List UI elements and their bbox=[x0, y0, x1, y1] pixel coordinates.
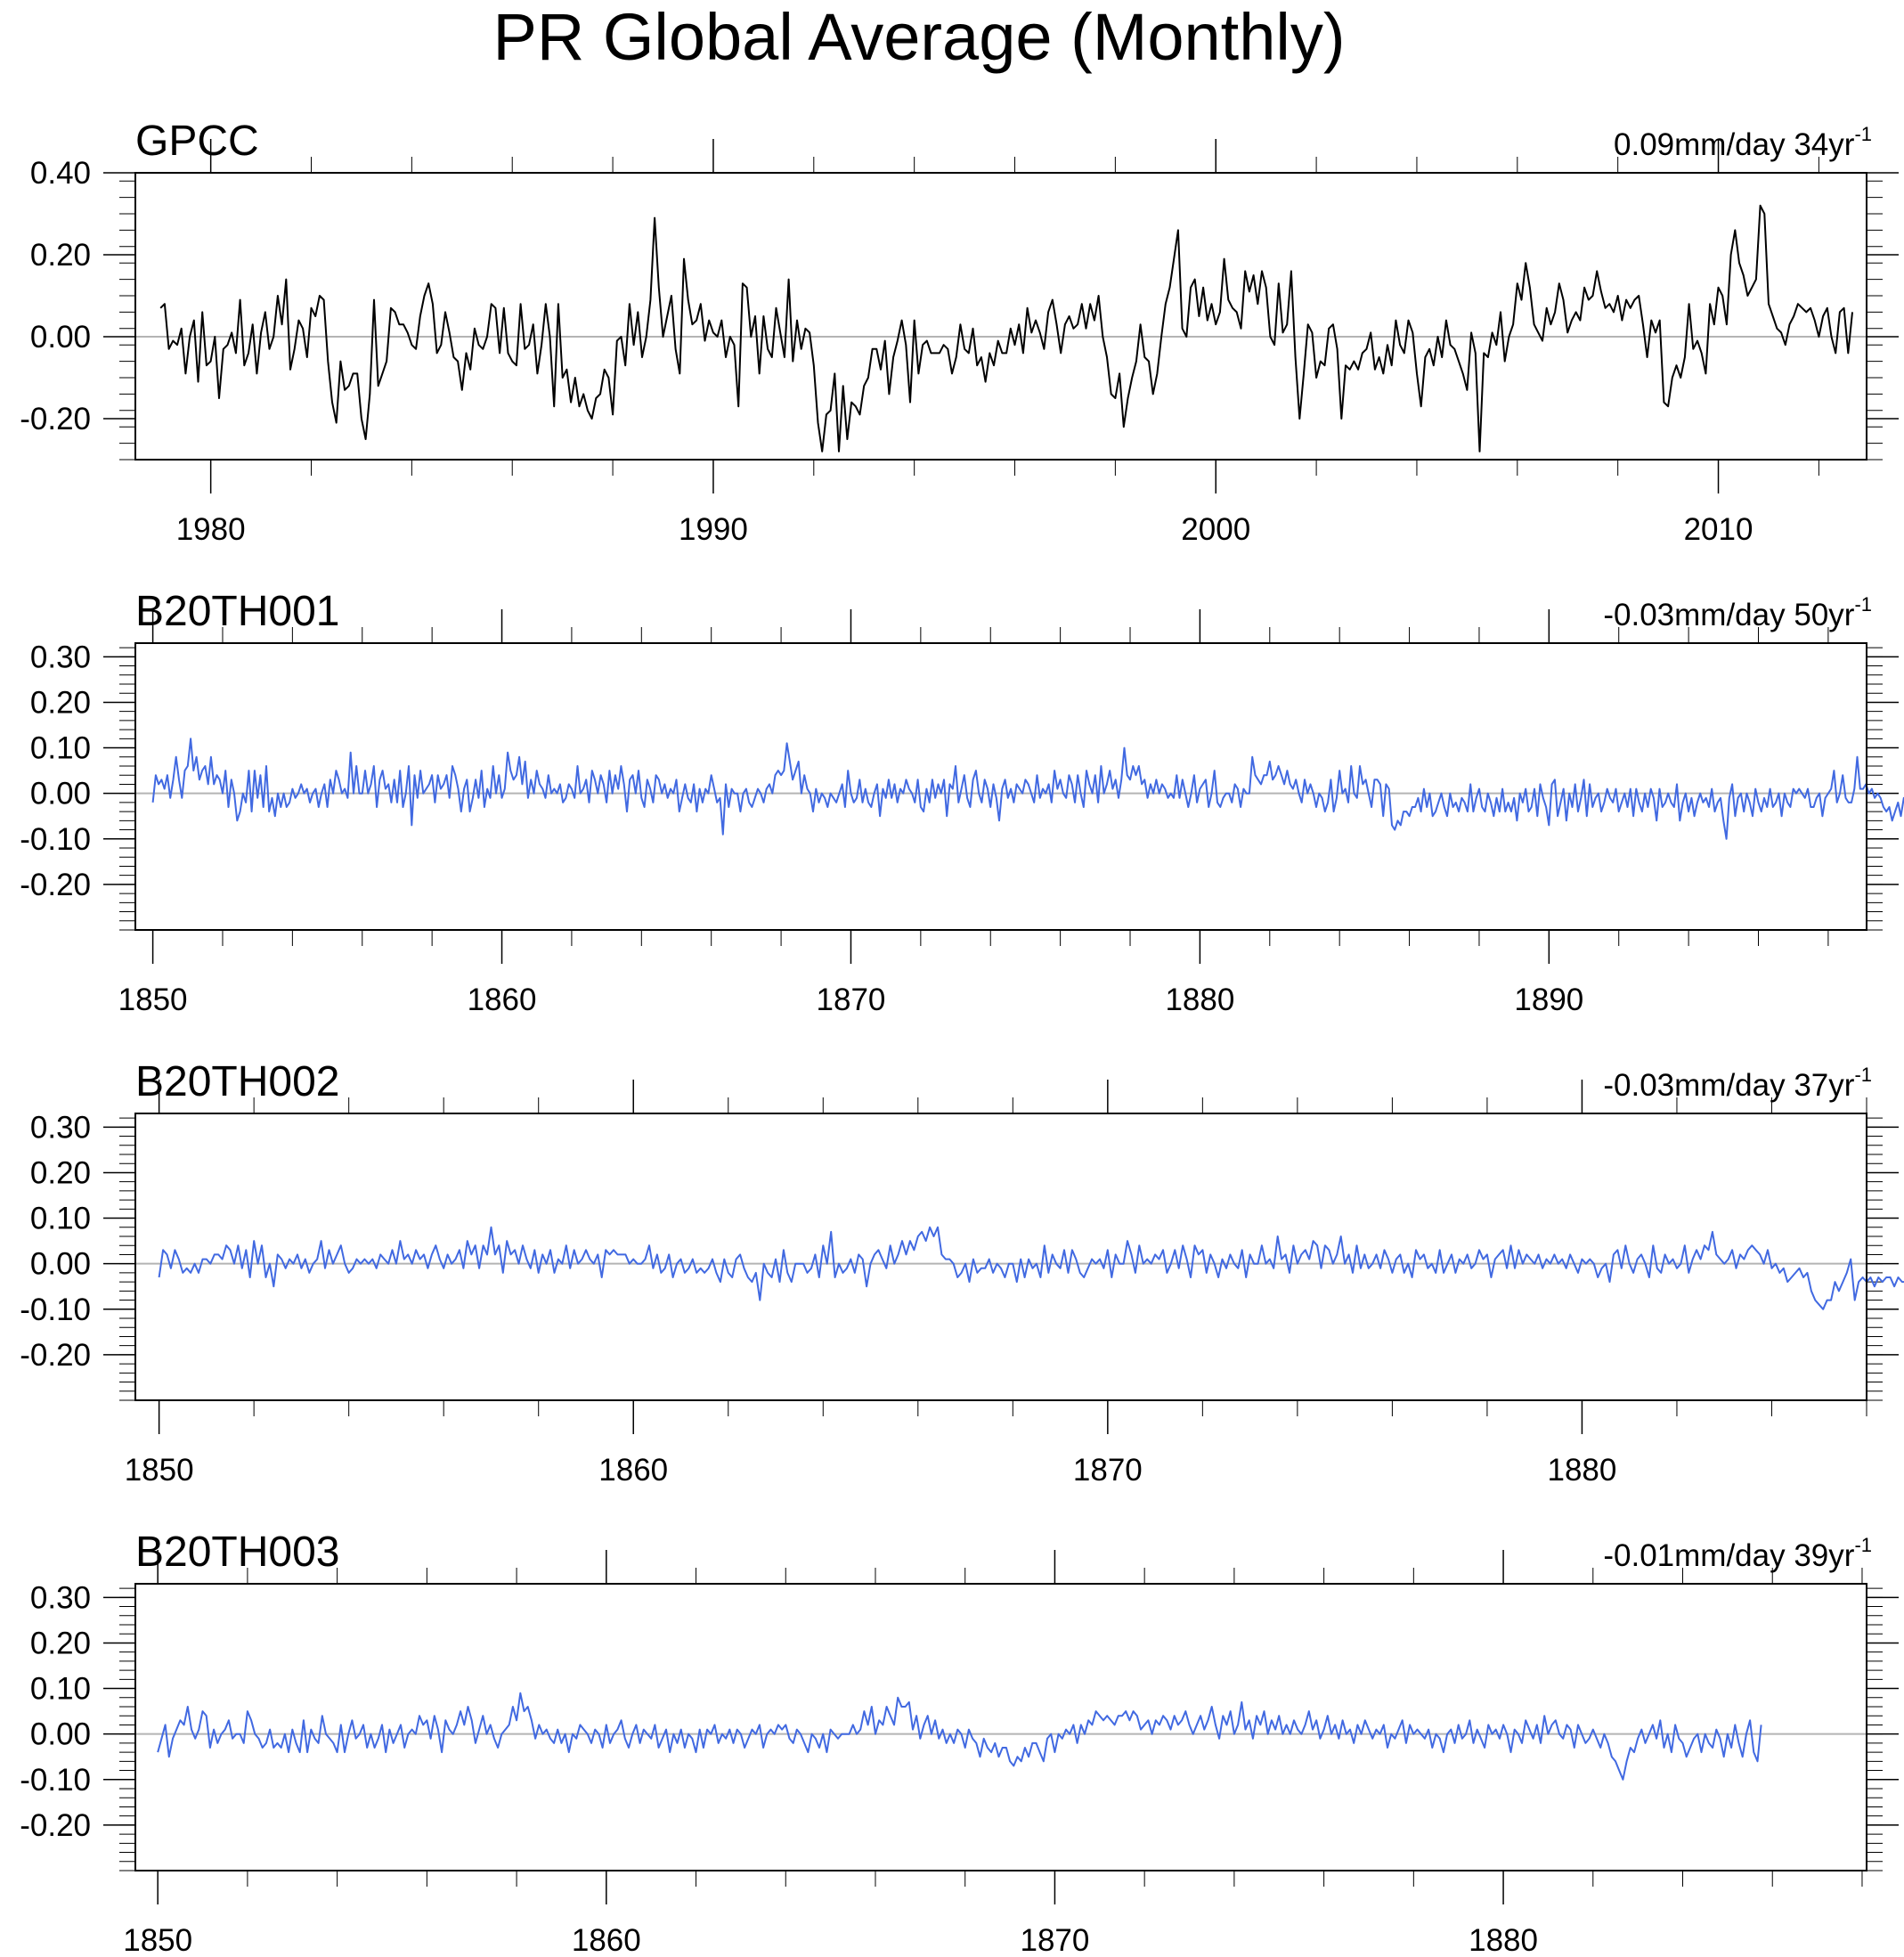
b20th003-y-tick-label: 0.20 bbox=[30, 1626, 91, 1660]
b20th002-x-tick-label: 1870 bbox=[1073, 1453, 1143, 1488]
gpcc-x-tick-label: 1980 bbox=[176, 512, 246, 547]
b20th001-y-tick-label: -0.20 bbox=[20, 868, 91, 902]
gpcc-x-tick-label: 2010 bbox=[1684, 512, 1753, 547]
b20th003-panel: B20TH003 -0.01mm/day 39yr-1 -0.20 -0.10 0.00… bbox=[20, 1529, 1899, 1957]
b20th002-y-tick-label: 0.30 bbox=[30, 1110, 91, 1145]
gpcc-x-tick-label: 2000 bbox=[1181, 512, 1250, 547]
b20th002-series-line bbox=[158, 1226, 1904, 1310]
b20th001-y-tick-label: -0.10 bbox=[20, 822, 91, 857]
b20th001-x-tick-label: 1850 bbox=[118, 983, 188, 1017]
b20th003-y-tick-label: -0.20 bbox=[20, 1808, 91, 1843]
b20th002-trend-text: -0.03mm/day 37yr bbox=[1603, 1068, 1854, 1103]
b20th003-trend-text: -0.01mm/day 39yr bbox=[1603, 1538, 1854, 1573]
b20th003-plot-frame bbox=[134, 1583, 1867, 1871]
b20th003-y-tick-label: 0.30 bbox=[30, 1580, 91, 1615]
b20th002-y-tick-label: -0.20 bbox=[20, 1338, 91, 1373]
b20th001-trend-text: -0.03mm/day 50yr bbox=[1603, 598, 1854, 632]
gpcc-plot-frame bbox=[134, 172, 1867, 461]
b20th001-series-line bbox=[151, 738, 1904, 840]
b20th002-x-tick-label: 1860 bbox=[598, 1453, 668, 1488]
b20th003-series-line bbox=[157, 1692, 1762, 1781]
gpcc-panel: GPCC 0.09mm/day 34yr-1 -0.20 0.00 0.20 0.40 19… bbox=[20, 118, 1899, 547]
b20th003-x-tick-label: 1870 bbox=[1020, 1923, 1089, 1957]
b20th003-x-tick-label: 1850 bbox=[123, 1923, 192, 1957]
gpcc-title: GPCC bbox=[135, 118, 259, 165]
b20th001-title: B20TH001 bbox=[135, 588, 339, 635]
b20th001-y-tick-label: 0.10 bbox=[30, 731, 91, 766]
b20th001-x-tick-label: 1880 bbox=[1165, 983, 1234, 1017]
b20th001-x-tick-label: 1860 bbox=[468, 983, 537, 1017]
b20th002-trend-superscript: -1 bbox=[1854, 1064, 1872, 1086]
b20th002-y-tick-label: 0.00 bbox=[30, 1247, 91, 1282]
b20th002-trend-label: -0.03mm/day 37yr-1 bbox=[1603, 1064, 1872, 1103]
b20th003-y-tick-label: 0.10 bbox=[30, 1672, 91, 1707]
gpcc-trend-label: 0.09mm/day 34yr-1 bbox=[1614, 123, 1872, 162]
b20th003-trend-label: -0.01mm/day 39yr-1 bbox=[1603, 1534, 1872, 1573]
figure-title: PR Global Average (Monthly) bbox=[492, 0, 1346, 74]
gpcc-trend-superscript: -1 bbox=[1854, 123, 1872, 145]
b20th001-x-tick-label: 1890 bbox=[1514, 983, 1583, 1017]
b20th002-plot-frame bbox=[134, 1113, 1867, 1401]
gpcc-x-tick-label: 1990 bbox=[679, 512, 748, 547]
gpcc-y-tick-label: 0.40 bbox=[30, 156, 91, 191]
b20th001-trend-superscript: -1 bbox=[1854, 593, 1872, 616]
b20th001-trend-label: -0.03mm/day 50yr-1 bbox=[1603, 593, 1872, 632]
b20th002-x-tick-label: 1850 bbox=[125, 1453, 194, 1488]
b20th001-y-tick-label: 0.20 bbox=[30, 685, 91, 720]
b20th003-y-tick-label: -0.10 bbox=[20, 1763, 91, 1798]
gpcc-y-tick-label: 0.00 bbox=[30, 320, 91, 355]
b20th001-y-tick-label: 0.00 bbox=[30, 777, 91, 811]
b20th002-x-tick-label: 1880 bbox=[1548, 1453, 1617, 1488]
gpcc-y-tick-label: 0.20 bbox=[30, 238, 91, 273]
b20th001-plot-frame bbox=[134, 642, 1867, 931]
gpcc-y-tick-label: -0.20 bbox=[20, 402, 91, 436]
b20th003-trend-superscript: -1 bbox=[1854, 1534, 1872, 1556]
b20th001-x-tick-label: 1870 bbox=[817, 983, 886, 1017]
b20th002-title: B20TH002 bbox=[135, 1058, 339, 1105]
b20th002-panel: B20TH002 -0.03mm/day 37yr-1 -0.20 -0.10 0.00… bbox=[20, 1058, 1904, 1488]
b20th001-panel: B20TH001 -0.03mm/day 50yr-1 -0.20 -0.10 0.00… bbox=[20, 588, 1904, 1017]
b20th002-y-tick-label: -0.10 bbox=[20, 1292, 91, 1327]
b20th002-y-tick-label: 0.10 bbox=[30, 1202, 91, 1236]
b20th001-y-tick-label: 0.30 bbox=[30, 640, 91, 674]
b20th003-x-tick-label: 1880 bbox=[1469, 1923, 1538, 1957]
gpcc-series-line bbox=[159, 204, 1853, 453]
b20th003-y-tick-label: 0.00 bbox=[30, 1717, 91, 1752]
b20th003-title: B20TH003 bbox=[135, 1529, 339, 1576]
gpcc-trend-text: 0.09mm/day 34yr bbox=[1614, 127, 1855, 162]
b20th003-x-tick-label: 1860 bbox=[572, 1923, 641, 1957]
b20th002-y-tick-label: 0.20 bbox=[30, 1155, 91, 1190]
